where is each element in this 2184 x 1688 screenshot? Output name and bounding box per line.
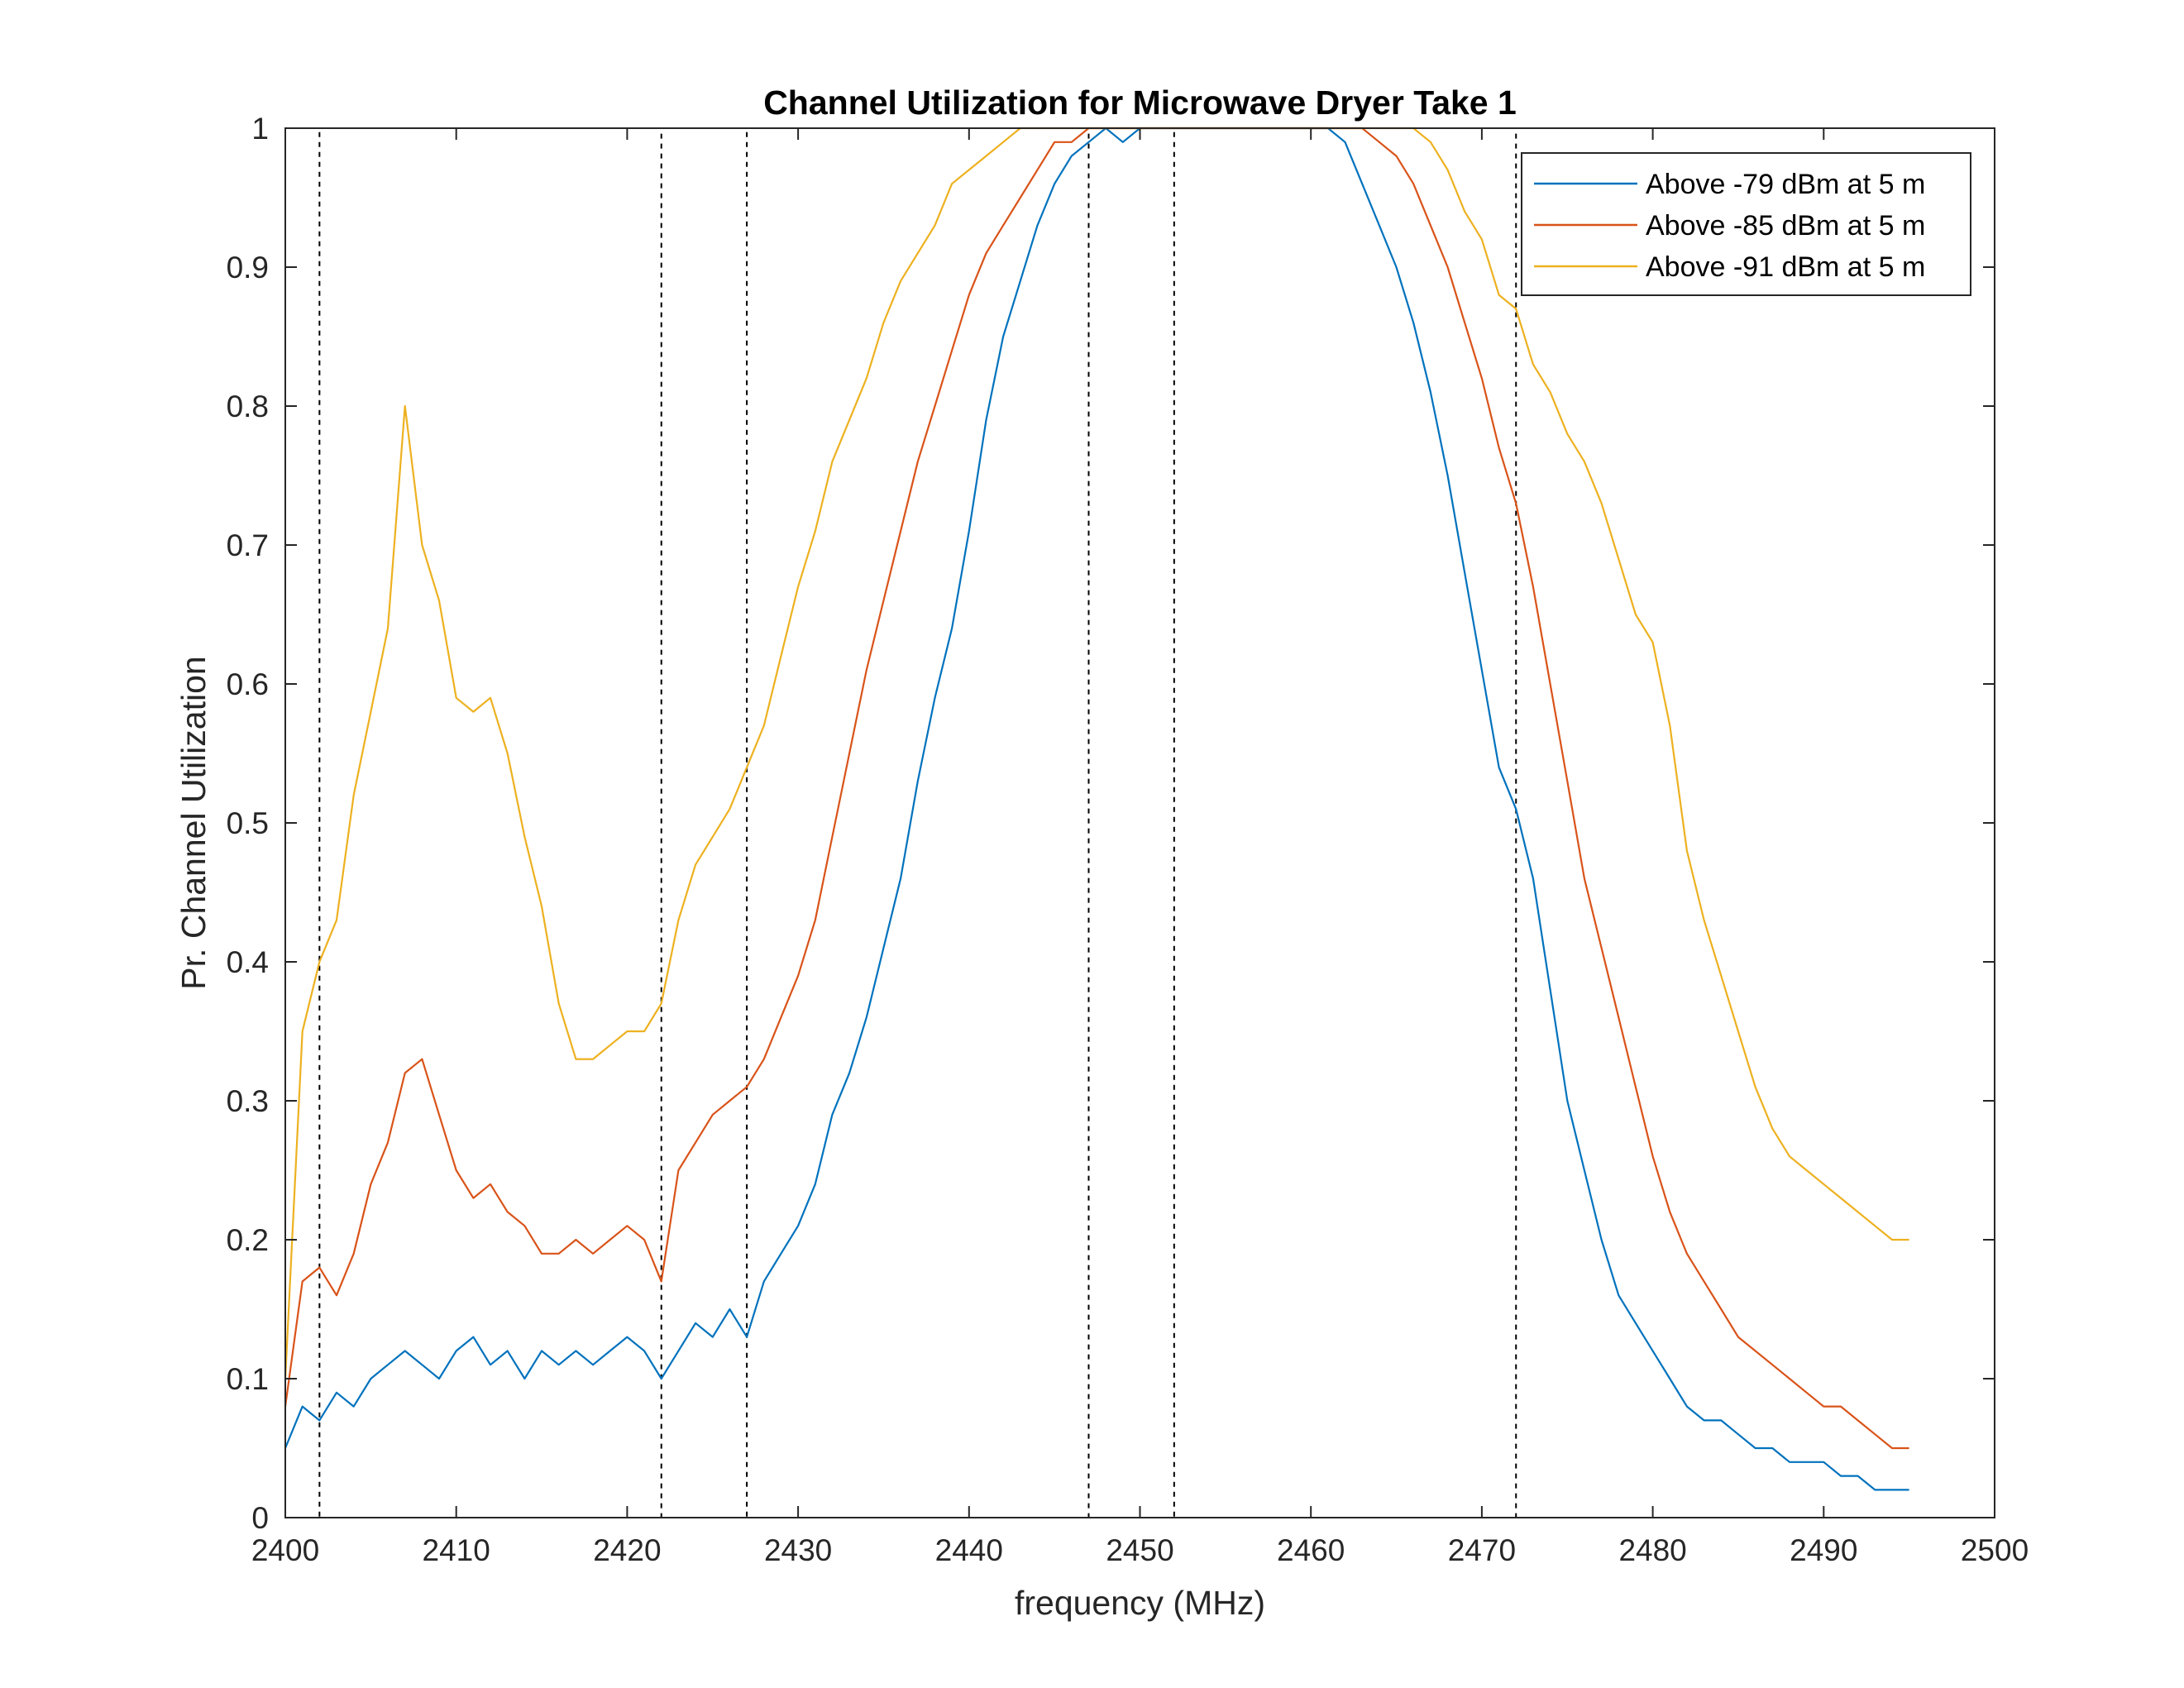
channel-boxes xyxy=(318,127,1517,1518)
y-tick-label: 0.6 xyxy=(227,667,269,701)
x-tick-label: 2410 xyxy=(423,1533,490,1567)
x-tick-label: 2430 xyxy=(764,1533,832,1567)
y-tick-label: 0.4 xyxy=(227,945,269,979)
x-tick-label: 2480 xyxy=(1618,1533,1686,1567)
channel-box-3 xyxy=(1173,127,1517,1518)
y-tick-label: 0.7 xyxy=(227,528,269,562)
y-tick-label: 0 xyxy=(251,1501,269,1535)
series-lines xyxy=(284,127,1909,1491)
legend-label: Above -79 dBm at 5 m xyxy=(1646,169,1925,200)
y-tick-label: 1 xyxy=(251,112,269,146)
x-tick-label: 2450 xyxy=(1106,1533,1173,1567)
x-tick-label: 2500 xyxy=(1961,1533,2029,1567)
x-tick-label: 2440 xyxy=(935,1533,1003,1567)
y-tick-label: 0.3 xyxy=(227,1084,269,1118)
channel-box-2 xyxy=(746,127,1090,1518)
series-line-3 xyxy=(284,127,1909,1380)
y-tick-label: 0.9 xyxy=(227,251,269,285)
y-axis-title: Pr. Channel Utilization xyxy=(174,656,213,989)
series-line-2 xyxy=(284,127,1909,1450)
y-tick-label: 0.8 xyxy=(227,390,269,423)
x-tick-label: 2420 xyxy=(593,1533,661,1567)
channel-box-1 xyxy=(318,127,662,1518)
x-axis-title: frequency (MHz) xyxy=(1015,1584,1265,1622)
ticks: 2400 2410 2420 2430 2440 2450 2460 2470 2480 2490… xyxy=(227,112,2029,1567)
x-tick-label: 2490 xyxy=(1790,1533,1857,1567)
x-tick-label: 2460 xyxy=(1277,1533,1345,1567)
x-tick-label: 2470 xyxy=(1448,1533,1516,1567)
x-tick-label: 2400 xyxy=(251,1533,319,1567)
y-tick-label: 0.2 xyxy=(227,1223,269,1257)
y-tick-label: 0.1 xyxy=(227,1362,269,1396)
series-line-1 xyxy=(284,127,1909,1491)
y-tick-label: 0.5 xyxy=(227,806,269,840)
legend-label: Above -91 dBm at 5 m xyxy=(1646,251,1925,283)
chart-title: Channel Utilization for Microwave Dryer … xyxy=(763,84,1517,122)
legend: Above -79 dBm at 5 m Above -85 dBm at 5 m… xyxy=(1521,152,1971,296)
legend-label: Above -85 dBm at 5 m xyxy=(1646,210,1925,241)
axes-frame xyxy=(284,127,1995,1518)
